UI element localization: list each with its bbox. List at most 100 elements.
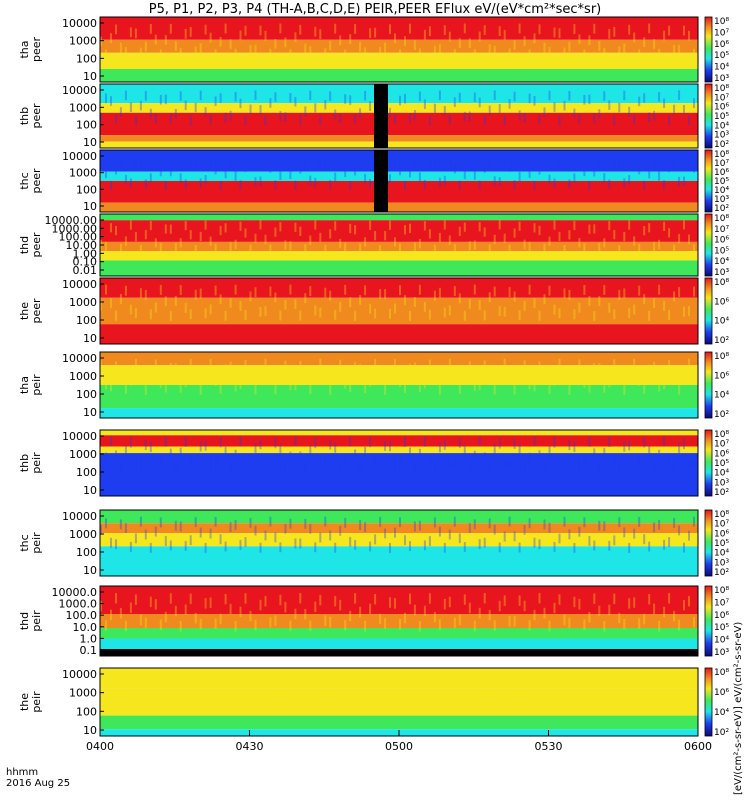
spectrogram-texture — [214, 376, 217, 386]
spectrogram-texture — [483, 310, 486, 321]
spectrogram-texture — [309, 444, 312, 455]
spectrogram-texture — [319, 457, 322, 468]
spectrogram-texture — [100, 239, 102, 250]
spectrogram-texture — [603, 173, 606, 183]
spectrogram-texture — [528, 241, 531, 252]
spectrogram-texture — [543, 607, 546, 619]
spectrogram-texture — [384, 675, 387, 686]
panel-the-peir: 10000 1000 100 10 thepeir 10⁸ 10⁶ 10⁴ 10² — [18, 667, 729, 738]
spectrogram-texture — [189, 593, 192, 605]
spectrogram-texture — [409, 593, 411, 605]
spectrogram-texture — [100, 701, 102, 712]
spectrogram-band — [100, 214, 698, 221]
spectrogram-texture — [149, 368, 152, 379]
spectrogram-texture — [259, 307, 262, 317]
spectrogram-texture — [344, 242, 347, 252]
spectrogram-band — [100, 546, 698, 576]
spectrogram-texture — [498, 220, 501, 230]
spectrogram-texture — [234, 239, 237, 249]
spectrogram-texture — [110, 381, 112, 392]
y-tick-label: 10 — [83, 70, 97, 83]
colorbar-tick-label: 10⁸ — [714, 214, 729, 224]
spectrogram-texture — [548, 522, 551, 533]
spectrogram-texture — [129, 178, 132, 188]
panel-thc-peir: 10000 1000 100 10 thcpeir 10⁸10⁷10⁶10⁵10⁴10³1… — [18, 509, 729, 578]
spectrogram-texture — [598, 520, 601, 531]
spectrogram-texture — [174, 242, 177, 253]
y-axis-label: thdpeir — [18, 610, 43, 632]
spectrogram-texture — [593, 593, 596, 604]
spectrogram-texture — [418, 679, 421, 690]
spectrogram-texture — [174, 156, 177, 166]
spectrogram-texture — [259, 105, 262, 115]
spectrogram-texture — [349, 34, 352, 44]
spectrogram-texture — [618, 159, 621, 169]
spectrogram-texture — [568, 91, 571, 101]
spectrogram-texture — [493, 444, 496, 454]
spectrogram-texture — [563, 460, 566, 470]
spectrogram-texture — [119, 107, 122, 117]
spectrogram-texture — [663, 606, 666, 618]
spectrogram-texture — [334, 221, 337, 231]
spectrogram-band — [100, 453, 698, 496]
colorbar-tick-label: 10² — [714, 336, 729, 346]
spectrogram-texture — [648, 23, 651, 34]
y-axis-species: peir — [30, 691, 43, 713]
spectrogram-texture — [633, 32, 636, 43]
spectrogram-texture — [413, 297, 416, 307]
spectrogram-texture — [428, 593, 431, 604]
y-tick-label: 10000 — [62, 430, 97, 443]
spectrogram-texture — [209, 114, 212, 125]
y-tick-label: 1000 — [69, 687, 97, 700]
spectrogram-texture — [299, 538, 302, 549]
spectrogram-texture — [468, 111, 471, 122]
y-tick-label: 1000 — [69, 528, 97, 541]
spectrogram-texture — [244, 453, 247, 464]
spectrogram-texture — [199, 675, 202, 686]
spectrogram-texture — [169, 695, 172, 706]
spectrogram-texture — [418, 48, 421, 59]
spectrogram-texture — [199, 43, 202, 54]
spectrogram-texture — [678, 45, 681, 55]
spectrogram-texture — [628, 371, 631, 381]
y-tick-label: 10000 — [62, 150, 97, 163]
spectrogram-texture — [643, 675, 646, 686]
spectrogram-band — [100, 614, 698, 628]
spectrogram-texture — [558, 533, 561, 544]
spectrogram-texture — [673, 45, 676, 55]
spectrogram-texture — [693, 163, 695, 173]
spectrogram-texture — [389, 543, 391, 553]
spectrogram-texture — [229, 462, 232, 473]
spectrogram-texture — [369, 179, 372, 189]
spectrogram-texture — [638, 376, 641, 386]
spectrogram-texture — [129, 541, 132, 552]
spectrogram-texture — [394, 237, 396, 247]
colorbar-tick-label: 10⁴ — [714, 317, 729, 327]
y-axis-probe: thd — [18, 612, 31, 630]
spectrogram-texture — [115, 225, 117, 236]
spectrogram-texture — [129, 304, 132, 315]
spectrogram-texture — [184, 179, 187, 189]
spectrogram-texture — [668, 25, 671, 36]
spectrogram-texture — [553, 178, 556, 188]
spectrogram-texture — [284, 240, 287, 250]
spectrogram-texture — [488, 462, 491, 473]
spectrogram-texture — [119, 364, 122, 375]
spectrogram-texture — [299, 310, 302, 321]
spectrogram-texture — [618, 461, 621, 472]
y-axis-label: thapeer — [18, 37, 43, 63]
spectrogram-band — [100, 17, 698, 40]
spectrogram-texture — [573, 173, 576, 183]
spectrogram-texture — [284, 299, 287, 310]
spectrogram-texture — [359, 156, 362, 167]
spectrogram-texture — [658, 239, 661, 250]
spectrogram-texture — [448, 459, 451, 470]
panel-frame — [99, 585, 699, 657]
spectrogram-texture — [159, 684, 162, 696]
spectrogram-texture — [194, 289, 197, 300]
spectrogram-texture — [643, 613, 646, 625]
spectrogram-texture — [683, 220, 685, 230]
spectrogram-texture — [543, 462, 546, 473]
spectrogram-texture — [179, 621, 182, 632]
